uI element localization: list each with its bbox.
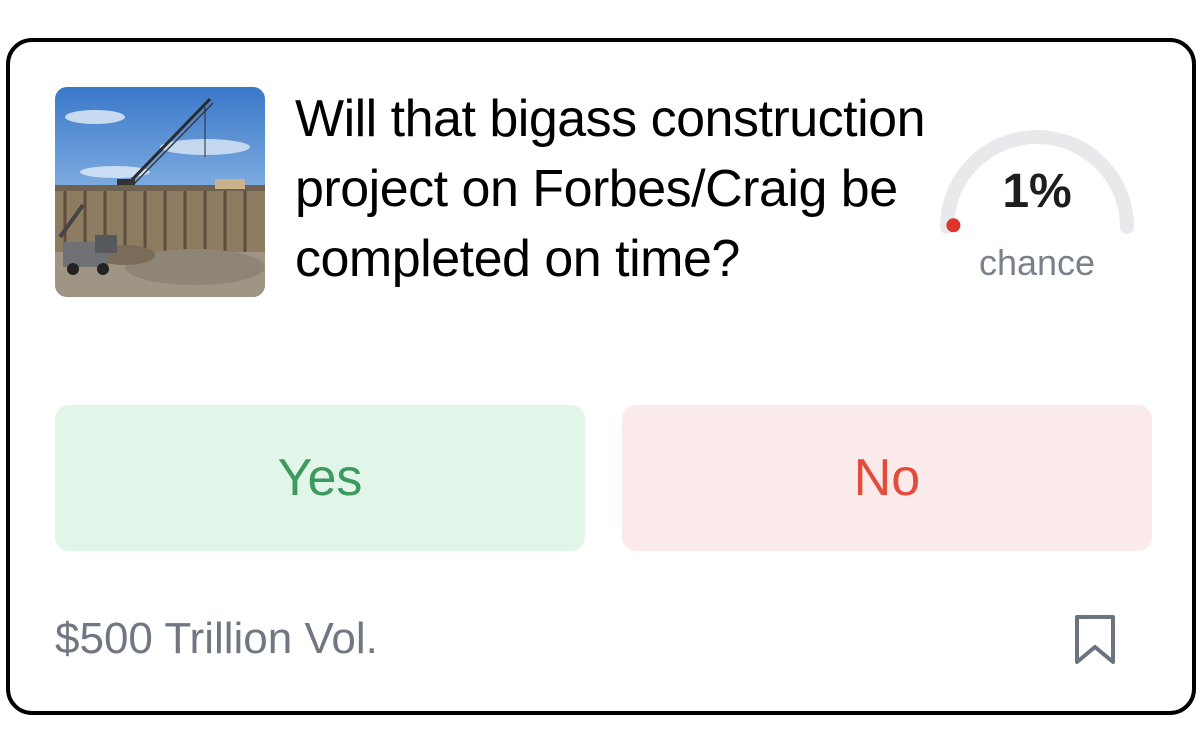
- gauge-indicator: [946, 218, 961, 233]
- volume-text: $500 Trillion Vol.: [55, 614, 378, 663]
- chance-percentage: 1%: [1002, 165, 1072, 218]
- bookmark-icon[interactable]: [1073, 614, 1117, 666]
- chance-gauge: 1% chance: [927, 102, 1147, 283]
- no-button[interactable]: No: [622, 405, 1152, 551]
- market-card[interactable]: Will that bigass construction project on…: [6, 38, 1196, 715]
- market-question[interactable]: Will that bigass construction project on…: [295, 90, 926, 288]
- yes-button[interactable]: Yes: [55, 405, 585, 551]
- chance-label: chance: [978, 242, 1096, 283]
- gauge-track: [940, 130, 1134, 234]
- construction-site-image: [55, 87, 265, 297]
